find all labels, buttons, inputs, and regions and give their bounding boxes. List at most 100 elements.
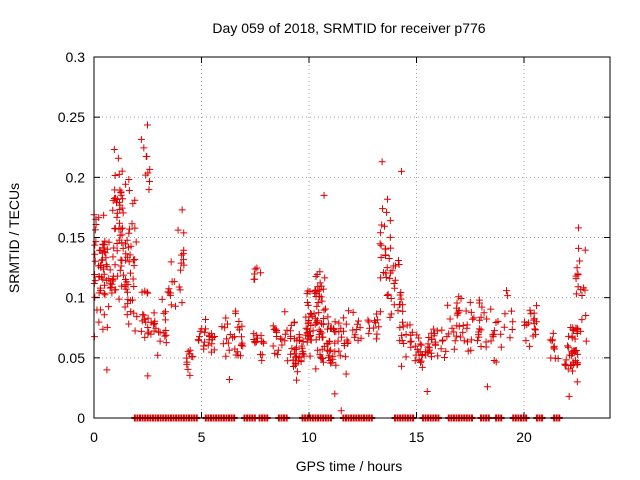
data-point [565,392,573,400]
data-point [462,307,470,315]
data-point [110,146,118,154]
data-point [320,191,328,199]
data-point [448,324,456,332]
data-point [453,304,461,312]
data-point [386,217,394,225]
data-point [184,365,192,373]
data-point [131,224,139,232]
data-point [480,309,488,317]
data-point [335,319,343,327]
data-point [372,319,380,327]
data-point [123,311,131,319]
data-point [574,350,582,358]
data-point [108,289,116,297]
data-point [399,307,407,315]
y-tick-label: 0.3 [66,49,86,65]
data-point [183,354,191,362]
data-point [221,324,229,332]
data-point [127,242,135,250]
data-point [224,339,232,347]
data-point [127,308,135,316]
data-point [391,284,399,292]
data-point [204,341,212,349]
data-point [100,289,108,297]
data-point [314,299,322,307]
data-point [306,332,314,340]
data-point [391,276,399,284]
data-point [430,325,438,333]
data-point [292,353,300,361]
data-point [354,336,362,344]
data-point [257,332,265,340]
data-point [415,356,423,364]
data-point [118,167,126,175]
data-point [567,361,575,369]
data-point [103,323,111,331]
data-point [316,279,324,287]
data-point [509,318,517,326]
data-point [326,356,334,364]
data-point [250,330,258,338]
data-point [111,224,119,232]
data-point [450,345,458,353]
data-point [162,327,170,335]
data-point [437,345,445,353]
data-point [386,274,394,282]
data-point [219,340,227,348]
data-point [112,286,120,294]
data-point [320,314,328,322]
data-point [115,295,123,303]
data-point [105,303,113,311]
data-point [293,368,301,376]
data-point [177,266,185,274]
data-point [132,238,140,246]
data-point [162,339,170,347]
data-point [548,337,556,345]
data-point [569,324,577,332]
data-point [379,205,387,213]
data-point [574,224,582,232]
y-tick-label: 0.15 [58,230,85,246]
data-point [373,310,381,318]
data-point [408,328,416,336]
x-tick-label: 5 [198,429,206,445]
data-point [101,291,109,299]
data-point [575,244,583,252]
data-point [150,309,158,317]
data-point [411,357,419,365]
data-point [101,237,109,245]
data-point [103,276,111,284]
data-point [438,337,446,345]
data-point [383,291,391,299]
data-point [114,154,122,162]
data-point [306,287,314,295]
data-point [323,325,331,333]
data-point [443,333,451,341]
data-point [377,241,385,249]
data-point [321,274,329,282]
data-point [490,357,498,365]
data-point [154,351,162,359]
data-point [340,339,348,347]
data-point [573,264,581,272]
data-point [376,229,384,237]
data-point [442,347,450,355]
x-tick-label: 0 [90,429,98,445]
data-point [91,226,99,234]
data-point [158,295,166,303]
data-point [580,284,588,292]
data-point [327,346,335,354]
data-point [125,229,133,237]
data-point [342,320,350,328]
y-tick-label: 0.05 [58,350,85,366]
data-point [318,329,326,337]
data-point [399,323,407,331]
data-point [487,337,495,345]
data-point [475,325,483,333]
data-point [225,375,233,383]
data-point [97,261,105,269]
data-point [320,306,328,314]
data-point [320,342,328,350]
data-point [335,347,343,355]
data-point [95,289,103,297]
